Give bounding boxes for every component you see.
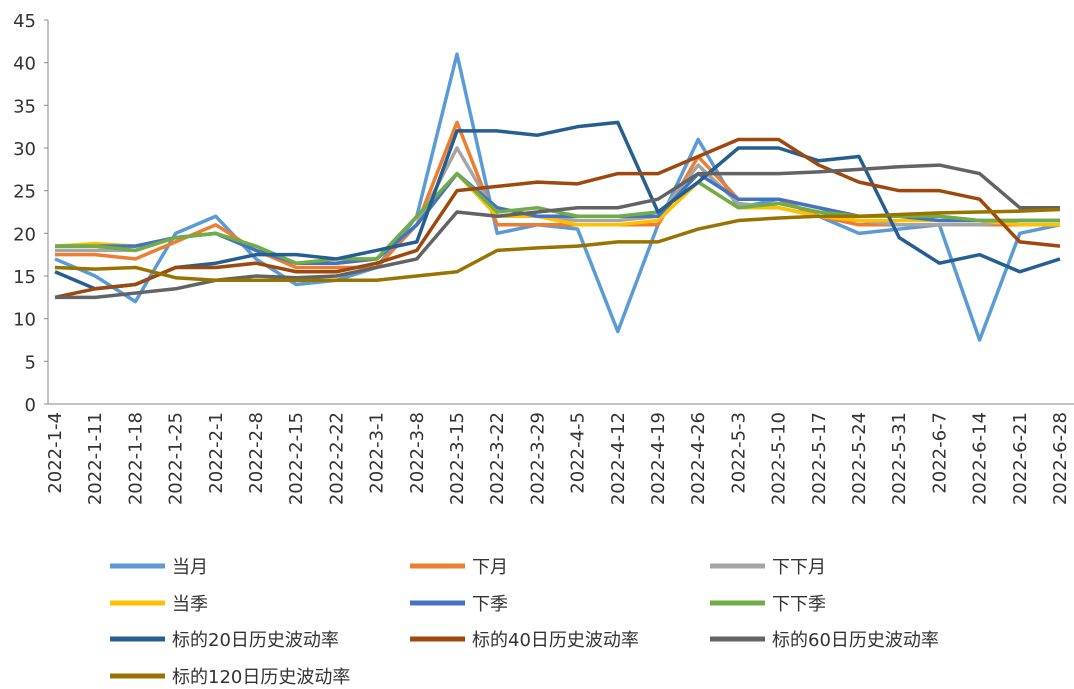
x-tick-label: 2022-6-7 — [929, 412, 950, 494]
legend-label: 当季 — [172, 594, 208, 615]
legend-label: 标的20日历史波动率 — [172, 630, 339, 651]
series-line — [54, 137, 1061, 300]
y-tick-label: 10 — [13, 310, 36, 331]
x-tick-label: 2022-6-28 — [1050, 412, 1071, 505]
x-tick-label: 2022-5-17 — [809, 412, 830, 505]
x-tick-label: 2022-3-8 — [407, 412, 428, 494]
x-tick-label: 2022-1-11 — [85, 412, 106, 505]
x-tick-label: 2022-1-18 — [125, 412, 146, 505]
y-tick-label: 15 — [13, 267, 36, 288]
x-tick-label: 2022-4-12 — [608, 412, 629, 505]
y-tick-label: 5 — [25, 352, 36, 373]
x-tick-label: 2022-1-25 — [166, 412, 187, 505]
y-tick-label: 30 — [13, 139, 36, 160]
legend-label: 下下月 — [772, 557, 826, 578]
legend-label: 下下季 — [772, 594, 826, 615]
y-tick-label: 25 — [13, 182, 36, 203]
x-tick-label: 2022-4-19 — [648, 412, 669, 505]
y-tick-label: 35 — [13, 96, 36, 117]
x-tick-label: 2022-5-3 — [728, 412, 749, 494]
x-tick-label: 2022-3-15 — [447, 412, 468, 505]
x-tick-label: 2022-1-4 — [45, 412, 66, 494]
series-line — [54, 207, 1061, 283]
legend-label: 标的40日历史波动率 — [472, 630, 639, 651]
x-tick-label: 2022-2-15 — [286, 412, 307, 505]
x-tick-label: 2022-3-29 — [527, 412, 548, 505]
x-tick-label: 2022-5-31 — [889, 412, 910, 505]
legend-label: 下季 — [472, 594, 508, 615]
x-tick-label: 2022-4-26 — [688, 412, 709, 505]
series-line — [54, 120, 1061, 291]
x-tick-label: 2022-2-22 — [326, 412, 347, 505]
legend-label: 下月 — [472, 557, 508, 578]
x-tick-label: 2022-2-1 — [206, 412, 227, 494]
series-line — [55, 163, 1060, 300]
series-line — [54, 52, 1061, 342]
x-tick-label: 2022-3-1 — [367, 412, 388, 494]
x-tick-label: 2022-5-24 — [849, 412, 870, 505]
legend-label: 标的60日历史波动率 — [772, 630, 939, 651]
x-tick-label: 2022-4-5 — [568, 412, 589, 494]
y-tick-label: 0 — [25, 395, 36, 416]
x-tick-label: 2022-3-22 — [487, 412, 508, 505]
legend-label: 标的120日历史波动率 — [172, 667, 350, 688]
y-tick-label: 20 — [13, 224, 36, 245]
x-tick-label: 2022-5-10 — [769, 412, 790, 505]
x-tick-label: 2022-6-14 — [970, 412, 991, 505]
x-tick-label: 2022-6-21 — [1010, 412, 1031, 505]
x-tick-label: 2022-2-8 — [246, 412, 267, 494]
y-tick-label: 40 — [13, 54, 36, 75]
y-tick-label: 45 — [13, 11, 36, 32]
legend-label: 当月 — [172, 557, 208, 578]
